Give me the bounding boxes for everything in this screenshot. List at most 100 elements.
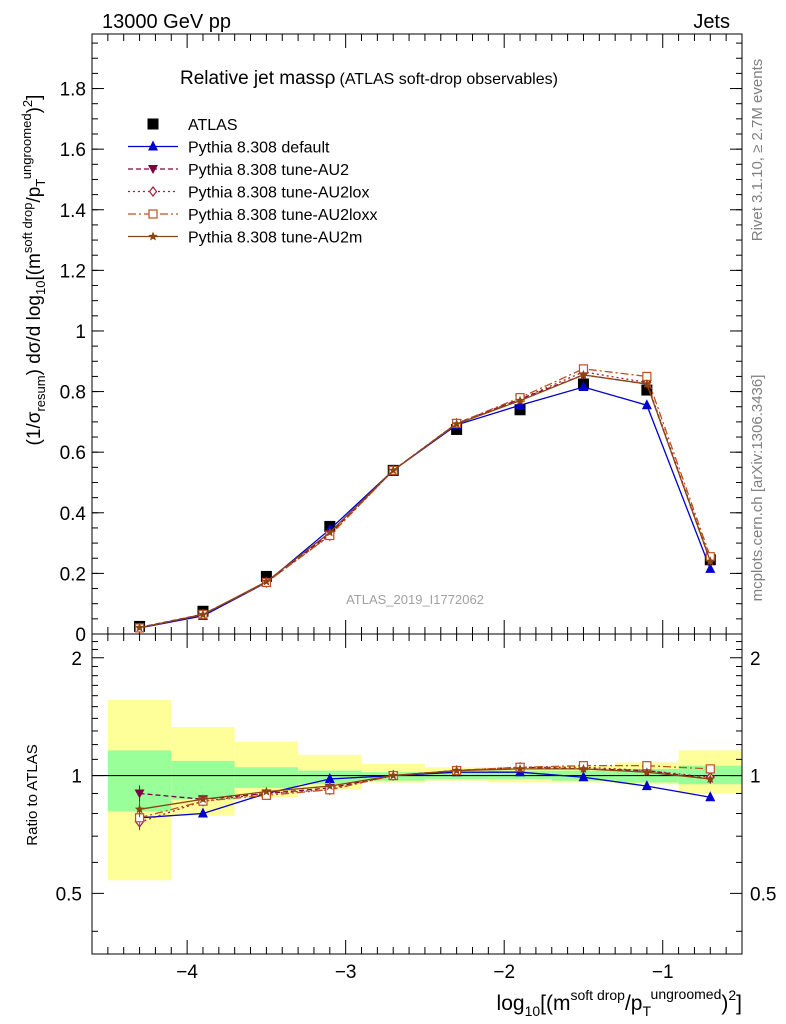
mc-point [641,399,652,410]
ylabel-part-a: (1/σ [24,411,45,445]
mc-point [578,381,589,392]
ratio-point [642,767,652,777]
main-frame-bg [92,34,742,634]
mc-point [578,369,589,379]
ratio-point [134,804,145,814]
main-ytick-label: 1.6 [60,140,86,161]
xlabel-part-g: ungroomed [651,986,722,1002]
xlabel-part-b: 10 [525,1003,541,1019]
ratio-series-layer [134,761,716,831]
ylabel-part-k: 2 [20,100,35,107]
mc-point [134,622,145,632]
main-ytick-label: 0 [75,625,86,646]
ylabel-part-l: ] [24,95,45,100]
ratio-bands [107,699,742,881]
ylabel-part-h: T [33,179,48,187]
xlabel-part-d: soft drop [570,987,625,1003]
legend-marker [148,140,158,151]
legend-marker [147,118,159,130]
ratio-point [325,781,335,791]
main-ytick-label: 1.4 [60,201,87,222]
atlas-data-point [260,570,272,582]
ylabel-part-g: /p [24,187,45,203]
atlas-data-point [514,404,526,416]
legend-marker [148,165,158,174]
atlas-data-point [641,384,653,396]
ratio-line [139,771,711,819]
ratio-point [451,765,462,775]
xtick-label: −4 [176,962,198,983]
header-left: 13000 GeV pp [102,11,231,33]
ratio-point [261,786,272,796]
ylabel-part-b: resum [33,375,48,411]
ratio-point [324,772,335,783]
main-panel: 0 0.2 0.4 0.6 0.8 1 1.2 1.4 1.6 1.8 Relative jet … [19,33,743,646]
xtick-label: −1 [652,962,674,983]
ratio-panel: 0.5 0.5 1 1 2 2 −4 −3 −2 −1 Ratio to ATLAS log10… [24,633,776,1019]
xlabel: log10[(msoft drop/pTungroomed)2] [497,986,742,1019]
header-right: Jets [693,11,730,33]
legend-marker [148,231,158,241]
legend-label: Pythia 8.308 tune-AU2loxx [188,207,377,224]
ratio-point [578,771,589,782]
mc-point [515,395,525,405]
main-series-layer [134,364,716,634]
xlabel-part-f: T [642,1003,651,1019]
main-title: Relative jet massρ (ATLAS soft-drop obser… [180,68,558,89]
ratio-point [578,763,589,773]
main-yticks: 0 0.2 0.4 0.6 0.8 1 1.2 1.4 1.6 1.8 [60,34,743,646]
ratio-yticks: 0.5 0.5 1 1 2 2 [56,641,776,932]
series-line [139,374,711,629]
xlabel-part-h: ) [721,992,728,1015]
ylabel-part-f: soft drop [20,203,35,254]
mc-point [451,419,462,429]
mc-point [325,527,335,537]
band-inner [234,767,299,788]
legend-marker [148,209,158,219]
analysis-watermark: ATLAS_2019_I1772062 [346,592,484,607]
xlabel-part-c: [(m [540,992,570,1015]
ratio-ytick-label: 2 [71,649,82,670]
legend-label: Pythia 8.308 tune-AU2lox [188,185,369,202]
main-ylabel: (1/σresum) dσ/d log10[(msoft drop/pTungr… [19,95,48,446]
ratio-point [705,791,716,802]
ylabel-part-d: 10 [33,281,48,295]
legend: ATLAS Pythia 8.308 default Pythia 8.308 tu… [128,117,377,247]
ratio-point [388,770,398,780]
ratio-point [198,794,208,804]
legend-label: Pythia 8.308 tune-AU2 [188,162,349,179]
main-ytick-label: 1.2 [60,261,86,282]
legend-marker [148,186,158,197]
ratio-point [641,780,652,791]
ylabel-part-c: ) dσ/d log [24,295,45,375]
main-ytick-label: 0.6 [60,443,86,464]
xlabel-part-a: log [497,992,525,1015]
ylabel-part-e: [(m [24,253,45,280]
rivet-label: Rivet 3.1.10, ≥ 2.7M events [749,59,766,242]
x-ticks: −4 −3 −2 −1 [91,634,743,983]
main-ytick-label: 0.4 [60,504,87,525]
main-ytick-label: 1.8 [60,80,86,101]
ratio-point [705,764,715,774]
ylabel-part-i: ungroomed [19,113,34,179]
legend-label: ATLAS [188,117,238,134]
title-suffix: (ATLAS soft-drop observables) [339,71,557,88]
ylabel-part-j: ) [24,107,45,113]
mcplots-label: mcplots.cern.ch [arXiv:1306.3436] [749,375,766,602]
legend-label: Pythia 8.308 default [188,140,330,157]
ratio-point [515,763,525,773]
mc-point [198,609,208,619]
mc-point [388,465,398,475]
xtick-label: −3 [335,962,357,983]
ratio-point [705,774,716,784]
ratio-point [197,807,208,818]
atlas-data-point [451,423,463,435]
xlabel-part-i: 2 [728,987,736,1003]
mc-point [642,379,652,389]
xlabel-part-e: /p [625,992,643,1015]
mc-point [705,562,716,573]
ratio-frame [91,633,743,955]
title-symbol: ρ [325,68,336,89]
mc-point [261,576,272,586]
